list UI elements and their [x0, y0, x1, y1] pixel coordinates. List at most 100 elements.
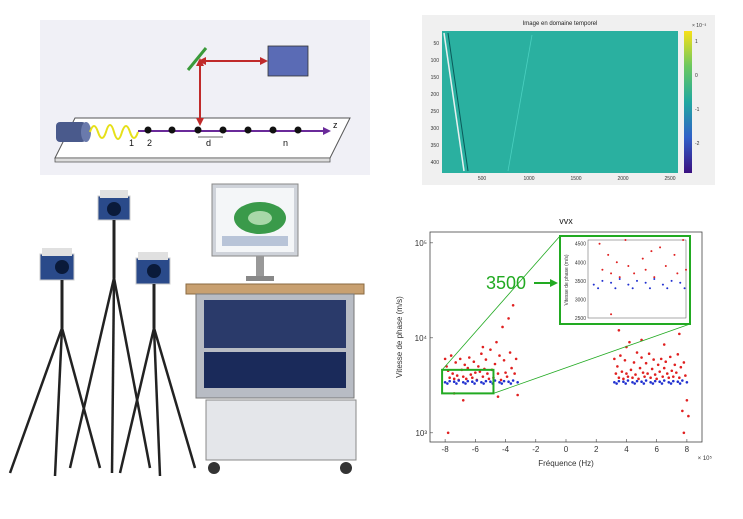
data-point-blue [500, 382, 504, 385]
inset-y-tick-label: 2500 [575, 316, 586, 322]
data-point-red [678, 332, 681, 336]
inset-data-point [641, 257, 644, 260]
rack-cart-icon [185, 283, 365, 474]
data-point-red [617, 376, 621, 380]
data-point-red [684, 374, 687, 377]
data-point-red [661, 375, 665, 378]
inset-y-tick-label: 3500 [575, 279, 586, 285]
measurement-points [144, 126, 302, 134]
data-point-red [481, 345, 485, 349]
data-point-blue [617, 379, 621, 383]
data-point-red [665, 372, 669, 375]
data-point-red [622, 377, 625, 381]
data-point-red [452, 377, 456, 381]
data-point-red [631, 376, 634, 380]
data-point-red [671, 375, 675, 378]
time-map-x-tick: 1500 [570, 176, 581, 182]
data-point-red [495, 340, 498, 344]
computer-monitor-icon [211, 183, 299, 281]
beam-plate-edge [54, 157, 331, 163]
data-point-red [466, 366, 470, 370]
data-point-blue [471, 380, 474, 384]
wavefront-line [443, 32, 465, 172]
data-point-red [507, 317, 510, 320]
detector-box-icon [267, 45, 309, 77]
data-point-blue [480, 381, 483, 384]
time-map-y-tick: 300 [431, 126, 440, 132]
data-point-red [632, 361, 636, 364]
colorbar-exponent: × 10⁻³ [692, 23, 707, 29]
data-point-red [650, 367, 654, 371]
time-map-x-tick: 2000 [617, 176, 628, 182]
data-point-blue [482, 382, 485, 385]
time-map-y-tick: 100 [431, 58, 440, 64]
data-point-red [461, 375, 465, 378]
data-point-red [643, 375, 646, 378]
data-point-red [489, 348, 492, 351]
data-point-blue [631, 381, 634, 384]
data-point-red [461, 398, 465, 402]
time-domain-svg: Image en domaine temporel × 10⁻³ 10-1-2 … [431, 21, 707, 182]
data-point-red [662, 366, 666, 370]
data-point-red [667, 376, 671, 380]
time-map-x-tick: 2500 [664, 176, 675, 182]
beam-plate [54, 117, 351, 159]
data-point-red [640, 356, 643, 359]
data-point-blue [633, 382, 637, 385]
wave-packet-icon [89, 124, 139, 140]
data-point-red [646, 372, 649, 375]
time-map-y-tick: 250 [431, 109, 440, 115]
data-point-red [682, 431, 686, 435]
mark-1-label: 1 [129, 138, 134, 148]
data-point-red [455, 374, 459, 377]
data-point-red [635, 351, 639, 354]
zoom-connector-line [493, 323, 691, 394]
data-point-blue [475, 379, 479, 382]
data-point-blue [446, 382, 449, 385]
data-point-blue [457, 379, 461, 382]
data-point-red [511, 303, 515, 307]
data-point-red [446, 431, 450, 435]
data-point-red [477, 365, 480, 368]
data-point-blue [613, 381, 616, 384]
data-point-red [685, 398, 689, 402]
inset-data-point [618, 276, 621, 279]
inset-data-point [644, 268, 647, 271]
inset-data-point [610, 313, 613, 316]
beam-arrow-left-icon [198, 57, 206, 65]
mark-n-label: n [283, 138, 288, 148]
inset-data-point [624, 239, 627, 241]
data-point-red [516, 393, 519, 397]
x-tick-label: -6 [472, 445, 480, 454]
inset-data-point [685, 268, 687, 271]
data-point-red [443, 357, 447, 361]
data-point-red [471, 376, 474, 380]
data-point-red [682, 361, 686, 364]
data-point-blue [653, 379, 657, 383]
data-point-blue [516, 381, 519, 384]
data-point-blue [681, 379, 684, 382]
time-map-title: Image en domaine temporel [523, 21, 598, 27]
chart-title: vvx [559, 216, 573, 226]
tripod-camera-icon [8, 248, 102, 477]
data-point-red [508, 351, 512, 354]
inset-data-point [636, 279, 638, 282]
laser-source-icon [56, 122, 86, 142]
data-point-red [647, 352, 651, 356]
data-point-red [502, 358, 506, 362]
time-map-y-tick: 350 [431, 143, 440, 149]
data-point-red [678, 376, 681, 380]
data-point-blue [642, 382, 646, 385]
data-point-blue [676, 380, 680, 384]
data-point-blue [635, 379, 639, 383]
data-point-red [463, 363, 467, 367]
data-point-blue [455, 382, 458, 385]
data-point-red [655, 377, 658, 381]
time-domain-panel: Image en domaine temporel × 10⁻³ 1 0 -1 -2 … [422, 15, 715, 185]
data-point-blue [671, 379, 675, 383]
inset-data-point [627, 283, 630, 286]
data-point-red [474, 371, 477, 374]
inset-y-tick-label: 3000 [575, 297, 586, 303]
data-point-blue [498, 381, 501, 384]
data-point-red [623, 358, 627, 362]
